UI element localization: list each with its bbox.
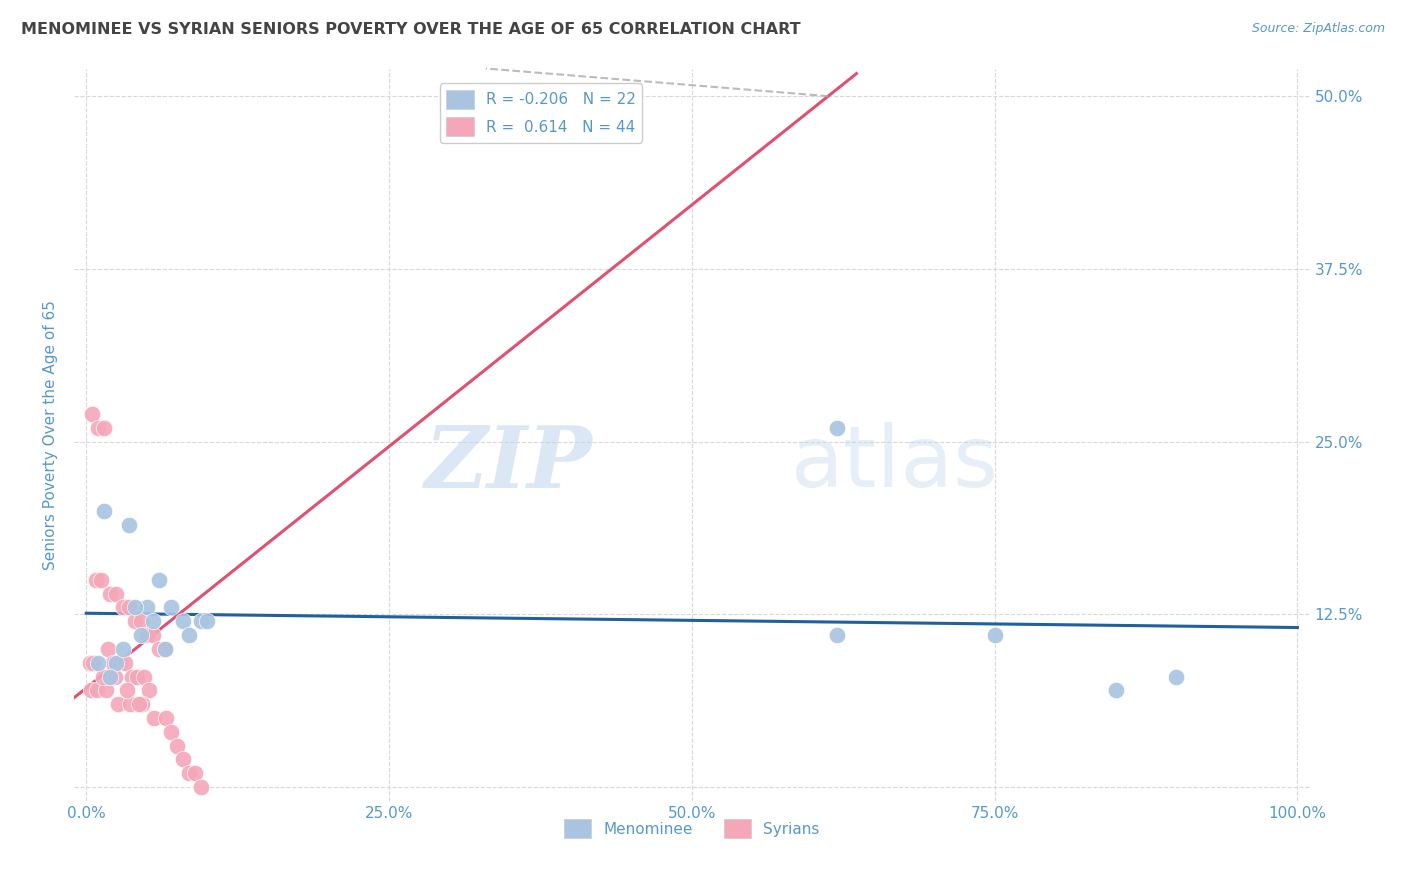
- Point: [124, 614, 146, 628]
- Point: [121, 669, 143, 683]
- Point: [142, 628, 165, 642]
- Point: [825, 628, 848, 642]
- Y-axis label: Seniors Poverty Over the Age of 65: Seniors Poverty Over the Age of 65: [44, 300, 58, 570]
- Point: [94, 683, 117, 698]
- Point: [153, 641, 176, 656]
- Legend: Menominee, Syrians: Menominee, Syrians: [558, 813, 825, 845]
- Point: [86, 683, 108, 698]
- Point: [117, 600, 139, 615]
- Point: [190, 780, 212, 794]
- Point: [135, 600, 157, 615]
- Point: [195, 614, 218, 628]
- Point: [104, 669, 127, 683]
- Point: [125, 669, 148, 683]
- Point: [87, 656, 110, 670]
- Point: [93, 504, 115, 518]
- Point: [179, 628, 201, 642]
- Point: [84, 573, 107, 587]
- Text: Source: ZipAtlas.com: Source: ZipAtlas.com: [1251, 22, 1385, 36]
- Point: [172, 614, 194, 628]
- Point: [118, 697, 141, 711]
- Point: [117, 683, 139, 698]
- Point: [87, 421, 110, 435]
- Point: [91, 669, 114, 683]
- Point: [90, 573, 112, 587]
- Text: atlas: atlas: [790, 423, 998, 506]
- Point: [111, 641, 134, 656]
- Point: [114, 656, 136, 670]
- Point: [105, 656, 128, 670]
- Point: [138, 683, 160, 698]
- Point: [129, 628, 152, 642]
- Point: [79, 656, 101, 670]
- Point: [142, 614, 165, 628]
- Point: [105, 586, 128, 600]
- Point: [131, 697, 153, 711]
- Point: [117, 517, 139, 532]
- Point: [143, 711, 166, 725]
- Point: [1105, 683, 1128, 698]
- Point: [148, 641, 170, 656]
- Point: [825, 421, 848, 435]
- Point: [80, 683, 103, 698]
- Text: MENOMINEE VS SYRIAN SENIORS POVERTY OVER THE AGE OF 65 CORRELATION CHART: MENOMINEE VS SYRIAN SENIORS POVERTY OVER…: [21, 22, 800, 37]
- Point: [190, 614, 212, 628]
- Point: [499, 89, 522, 103]
- Point: [93, 421, 115, 435]
- Point: [100, 586, 122, 600]
- Point: [108, 656, 131, 670]
- Point: [82, 656, 104, 670]
- Point: [124, 600, 146, 615]
- Point: [1166, 669, 1188, 683]
- Point: [100, 669, 122, 683]
- Point: [153, 641, 176, 656]
- Point: [172, 752, 194, 766]
- Point: [134, 669, 156, 683]
- Point: [166, 739, 188, 753]
- Text: ZIP: ZIP: [425, 422, 593, 506]
- Point: [97, 641, 120, 656]
- Point: [129, 614, 152, 628]
- Point: [179, 766, 201, 780]
- Point: [184, 766, 207, 780]
- Point: [107, 697, 129, 711]
- Point: [135, 628, 157, 642]
- Point: [82, 407, 104, 421]
- Point: [160, 724, 183, 739]
- Point: [160, 600, 183, 615]
- Point: [111, 600, 134, 615]
- Point: [983, 628, 1005, 642]
- Point: [128, 697, 150, 711]
- Point: [148, 573, 170, 587]
- Point: [101, 656, 124, 670]
- Point: [155, 711, 177, 725]
